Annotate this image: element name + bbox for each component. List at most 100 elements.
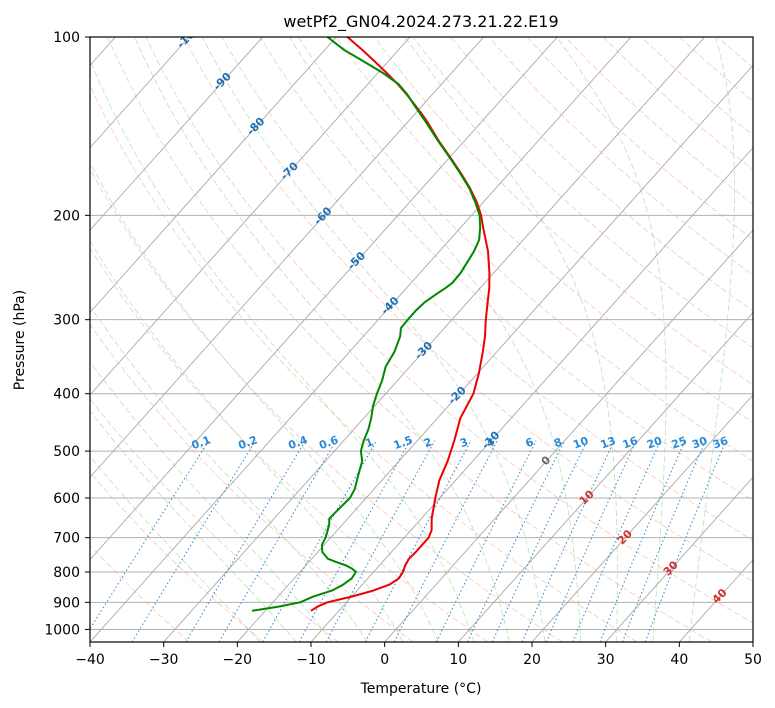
moist-adiabat [289,37,582,642]
skewed-isotherm [90,37,632,642]
skewed-isotherm [90,37,411,396]
mixing-ratio-label: 4 [485,435,497,450]
dry-adiabat [450,37,753,312]
moist-adiabat [404,37,618,642]
y-tick-label: 1000 [44,622,80,638]
skewed-isotherm [605,476,753,642]
skewed-isotherms [90,37,753,642]
plot-frame [89,36,754,643]
mixing-ratio-line [185,440,306,642]
mixing-ratio-label: 2 [422,435,434,450]
profile-series-line [310,37,491,612]
profile-series [251,37,491,612]
moist-adiabat [90,161,439,642]
mixing-ratio-label: 30 [690,434,709,452]
moist-adiabat [688,37,735,642]
skewed-isotherm [531,394,753,642]
y-tick-label: 300 [53,313,80,329]
y-tick-label: 400 [53,387,80,403]
mixing-ratio-line [435,440,537,642]
mixing-ratio-label: 6 [524,435,536,450]
moist-adiabat [556,37,667,642]
isobar-grid [90,37,753,630]
moist-adiabat [90,240,404,642]
mixing-ratio-label: 36 [711,434,730,452]
mixing-ratio-label: 0.1 [190,433,213,452]
dry-adiabat [374,37,753,386]
mixing-ratio-lines [90,440,727,642]
skewed-isotherm [384,229,753,642]
mixing-ratio-line [521,440,615,642]
x-tick-label: −20 [223,652,253,668]
y-tick-label: 600 [53,491,80,507]
moist-adiabat [134,37,510,642]
dry-adiabat [145,37,753,624]
y-tick-label: 200 [53,208,80,224]
skewed-isotherm [163,37,706,642]
moist-adiabat [90,410,297,642]
skewed-isotherm [90,37,264,231]
x-tick-label: 20 [523,652,541,668]
mixing-ratio-label: 0.4 [287,433,310,452]
mixing-ratio-line [572,440,661,642]
x-tick-label: −30 [149,652,179,668]
skewed-isotherm [457,311,753,642]
y-tick-label: 800 [53,565,80,581]
x-tick-label: 50 [744,652,762,668]
moist-adiabat [90,305,369,642]
dry-adiabats [90,37,753,642]
mixing-ratio-label: 10 [571,434,590,452]
mixing-ratio-label: 0.6 [317,433,340,452]
mixing-ratio-label: 3 [458,435,470,450]
dry-adiabat [297,37,753,462]
x-tick-label: 40 [670,652,688,668]
y-axis-label: Pressure (hPa) [12,290,28,390]
x-tick-label: −40 [75,652,105,668]
x-axis-label: Temperature (°C) [360,681,482,697]
dry-adiabat [221,37,753,541]
moist-adiabats [90,37,735,642]
mixing-ratio-label: 8 [552,435,564,450]
skewed-isotherm [90,37,558,561]
mixing-ratio-label: 1.5 [392,433,415,452]
y-tick-label: 700 [53,531,80,547]
dry-adiabat [107,37,712,642]
skewed-isotherm [90,37,485,478]
mixing-ratio-label: 25 [670,434,689,451]
x-tick-label: 30 [597,652,615,668]
profile-series-line [251,37,482,612]
mixing-ratio-label: 13 [599,434,618,451]
y-axis-ticks: 100 200 300 400 500 600 700 800 900 1000 [44,30,90,638]
skewed-isotherm [90,37,190,149]
mixing-ratio-line [599,440,686,642]
y-tick-label: 900 [53,595,80,611]
y-tick-label: 500 [53,444,80,460]
skewed-isotherm [90,37,337,314]
moist-adiabat [201,37,546,642]
x-tick-label: 0 [380,652,389,668]
dry-adiabat [90,84,638,642]
dry-adiabat [90,168,563,642]
moist-adiabat [90,455,261,642]
dry-adiabat [90,471,264,642]
chart-title: wetPf2_GN04.2024.273.21.22.E19 [283,12,558,32]
dry-adiabat [183,37,753,582]
mixing-ratio-line [545,440,637,642]
moist-adiabat [90,59,475,642]
mixing-ratio-line [131,440,257,642]
x-tick-label: −10 [296,652,326,668]
mixing-ratio-line [298,440,411,642]
dry-adiabat [412,37,753,349]
mixing-ratio-line [325,440,436,642]
mixing-ratio-line [218,440,337,642]
dry-adiabat [259,37,753,501]
mixing-ratio-line [262,440,378,642]
x-tick-label: 10 [449,652,467,668]
y-tick-label: 100 [53,30,80,46]
mixing-ratio-label: 16 [621,434,640,452]
moist-adiabat [90,360,333,642]
mixing-ratio-label: 0.2 [237,433,260,452]
mixing-ratio-line [90,440,210,630]
